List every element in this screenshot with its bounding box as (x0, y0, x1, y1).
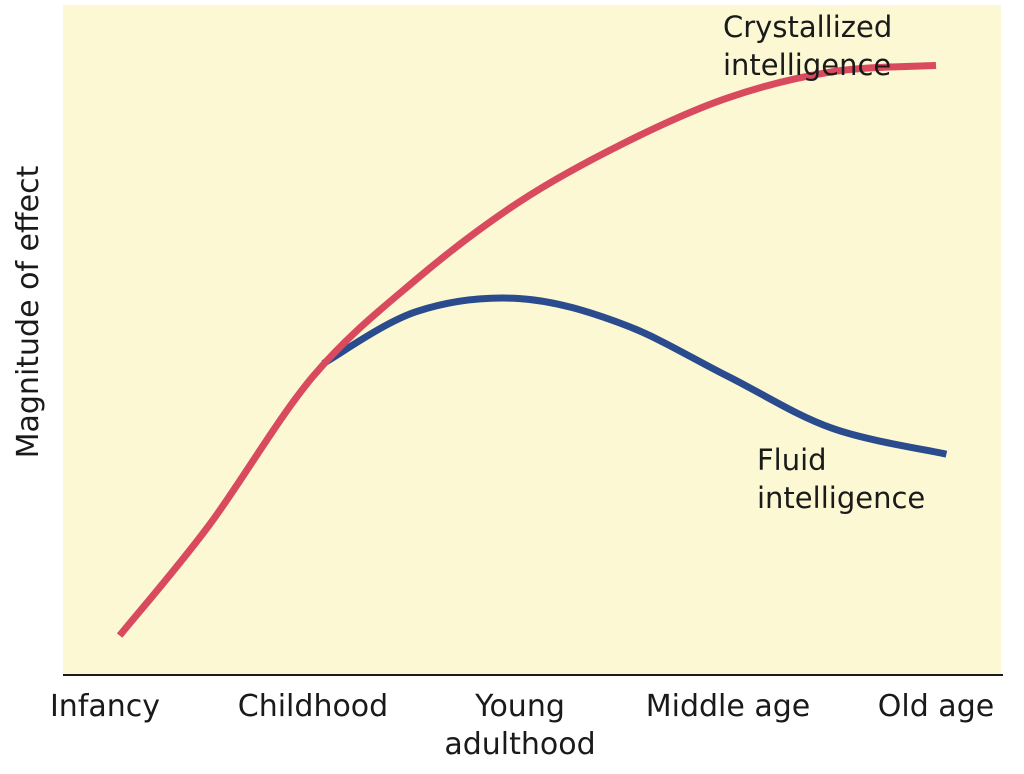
x-tick-label: Young adulthood (444, 689, 595, 762)
x-tick-label: Infancy (50, 689, 160, 724)
series-line-fluid (321, 294, 948, 458)
x-tick-label: Childhood (238, 689, 388, 724)
series-layer (116, 61, 948, 638)
x-tick-label: Old age (878, 689, 994, 724)
x-tick-label: Middle age (646, 689, 811, 724)
y-axis-label: Magnitude of effect (11, 165, 46, 458)
label-layer: Crystallized intelligence Fluid intelligenc… (723, 10, 925, 515)
series-label-crystallized: Crystallized intelligence (723, 10, 892, 82)
series-line-crystallized (116, 61, 937, 638)
series-label-fluid: Fluid intelligence (757, 443, 925, 515)
plot-background (63, 5, 1001, 675)
category-layer: Infancy Childhood Young adulthood Middle age… (50, 689, 994, 762)
